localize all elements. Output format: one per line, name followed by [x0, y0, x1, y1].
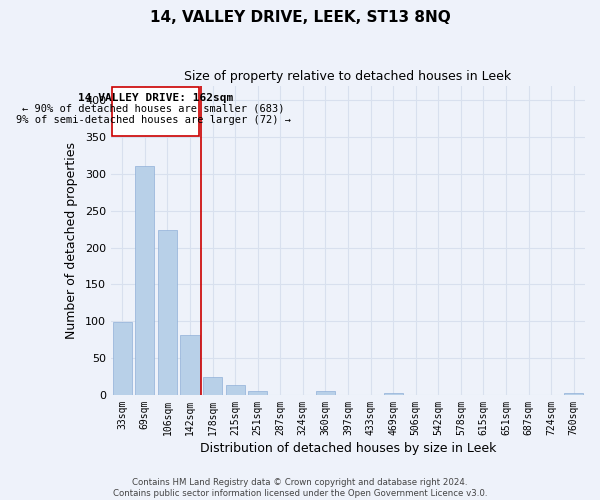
Text: 9% of semi-detached houses are larger (72) →: 9% of semi-detached houses are larger (7…	[16, 115, 291, 125]
Text: Contains HM Land Registry data © Crown copyright and database right 2024.
Contai: Contains HM Land Registry data © Crown c…	[113, 478, 487, 498]
Bar	[135, 166, 154, 395]
X-axis label: Distribution of detached houses by size in Leek: Distribution of detached houses by size …	[200, 442, 496, 455]
Bar	[383, 394, 403, 395]
Bar	[316, 390, 335, 395]
Bar	[226, 386, 245, 395]
Bar	[203, 376, 222, 395]
Text: 14, VALLEY DRIVE, LEEK, ST13 8NQ: 14, VALLEY DRIVE, LEEK, ST13 8NQ	[149, 10, 451, 25]
FancyBboxPatch shape	[112, 87, 199, 136]
Y-axis label: Number of detached properties: Number of detached properties	[65, 142, 78, 339]
Bar	[564, 394, 583, 395]
Text: 14 VALLEY DRIVE: 162sqm: 14 VALLEY DRIVE: 162sqm	[78, 93, 233, 103]
Bar	[158, 230, 177, 395]
Bar	[113, 322, 132, 395]
Bar	[181, 336, 200, 395]
Bar	[248, 392, 267, 395]
Title: Size of property relative to detached houses in Leek: Size of property relative to detached ho…	[184, 70, 512, 83]
Text: ← 90% of detached houses are smaller (683): ← 90% of detached houses are smaller (68…	[22, 104, 284, 114]
